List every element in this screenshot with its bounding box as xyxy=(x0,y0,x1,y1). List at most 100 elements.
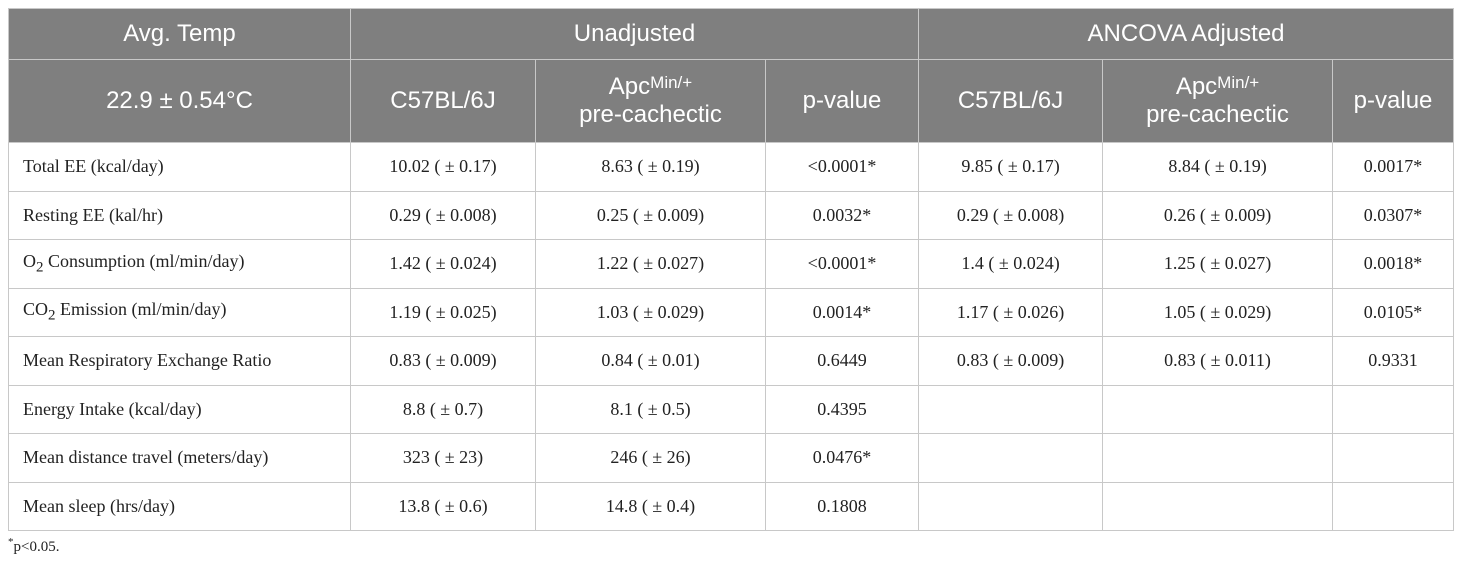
table-cell: 0.0032* xyxy=(764,190,920,240)
empty-cell xyxy=(918,481,1104,531)
table-cell: 246 ( ± 26) xyxy=(535,433,766,483)
table-row: Resting EE (kal/hr) 0.29 ( ± 0.008) 0.25 (… xyxy=(8,190,1455,240)
header-cell: C57BL/6J xyxy=(918,59,1104,143)
footnote-text: p<0.05. xyxy=(13,539,60,555)
empty-cell xyxy=(918,433,1104,483)
row-label: Mean sleep (hrs/day) xyxy=(8,481,351,531)
empty-cell xyxy=(1332,481,1455,531)
table-cell: 1.03 ( ± 0.029) xyxy=(535,287,766,337)
header-text: Apc xyxy=(1175,73,1218,100)
label-text: Consumption (ml/min/day) xyxy=(43,250,245,271)
table-cell: 0.0105* xyxy=(1332,287,1455,337)
header-text: C57BL/6J xyxy=(957,87,1064,114)
label-text: CO xyxy=(23,299,49,320)
table-cell: 1.19 ( ± 0.025) xyxy=(350,287,536,337)
footnote-mark: * xyxy=(8,536,14,548)
row-label: Resting EE (kal/hr) xyxy=(8,190,351,240)
table-row: O2 Consumption (ml/min/day) 1.42 ( ± 0.02… xyxy=(8,239,1455,289)
header-row: 22.9 ± 0.54°C C57BL/6J ApcMin/+ pre-cachec… xyxy=(8,59,1455,143)
table-cell: 0.83 ( ± 0.011) xyxy=(1102,336,1334,386)
table-row: Total EE (kcal/day) 10.02 ( ± 0.17) 8.63 (… xyxy=(8,142,1455,192)
header-cell: Avg. Temp xyxy=(8,8,351,60)
row-label: CO2 Emission (ml/min/day) xyxy=(8,287,351,337)
table-cell: 8.63 ( ± 0.19) xyxy=(535,142,766,192)
row-label: O2 Consumption (ml/min/day) xyxy=(8,239,351,289)
table-cell: 8.84 ( ± 0.19) xyxy=(1102,142,1334,192)
header-superscript: Min/+ xyxy=(1217,73,1260,92)
label-text: Resting EE (kal/hr) xyxy=(23,204,163,225)
table-cell: 0.83 ( ± 0.009) xyxy=(918,336,1104,386)
header-cell: Unadjusted xyxy=(349,8,920,60)
label-text: Mean sleep (hrs/day) xyxy=(23,495,175,516)
header-text: pre-cachectic xyxy=(1146,101,1289,128)
label-subscript: 2 xyxy=(48,308,56,325)
data-table: Avg. Temp Unadjusted ANCOVA Adjusted 22.… xyxy=(8,8,1455,531)
table-cell: 1.22 ( ± 0.027) xyxy=(535,239,766,289)
table-cell: 0.1808 xyxy=(764,481,920,531)
empty-cell xyxy=(1102,481,1334,531)
empty-cell xyxy=(918,384,1104,434)
table-cell: 14.8 ( ± 0.4) xyxy=(535,481,766,531)
table-cell: 323 ( ± 23) xyxy=(350,433,536,483)
header-cell: C57BL/6J xyxy=(350,59,536,143)
header-superscript: Min/+ xyxy=(650,73,693,92)
table-cell: 0.29 ( ± 0.008) xyxy=(918,190,1104,240)
label-text: Mean Respiratory Exchange Ratio xyxy=(23,350,272,371)
header-text: Apc xyxy=(608,73,651,100)
header-text: C57BL/6J xyxy=(390,87,496,114)
table-cell: 0.4395 xyxy=(764,384,920,434)
table-cell: 1.05 ( ± 0.029) xyxy=(1102,287,1334,337)
header-cell: ApcMin/+ pre-cachectic xyxy=(1102,59,1334,143)
row-label: Mean distance travel (meters/day) xyxy=(8,433,351,483)
table-cell: 0.25 ( ± 0.009) xyxy=(535,190,766,240)
table-cell: 0.9331 xyxy=(1332,336,1455,386)
table-cell: 0.0017* xyxy=(1332,142,1455,192)
table-cell: 1.42 ( ± 0.024) xyxy=(350,239,536,289)
table-cell: 1.4 ( ± 0.024) xyxy=(918,239,1104,289)
table-cell: 9.85 ( ± 0.17) xyxy=(918,142,1104,192)
table-row: Energy Intake (kcal/day) 8.8 ( ± 0.7) 8.1 … xyxy=(8,384,1455,434)
table-cell: 0.84 ( ± 0.01) xyxy=(535,336,766,386)
empty-cell xyxy=(1332,433,1455,483)
label-subscript: 2 xyxy=(36,259,44,276)
empty-cell xyxy=(1102,384,1334,434)
row-label: Energy Intake (kcal/day) xyxy=(8,384,351,434)
header-cell: p-value xyxy=(1332,59,1455,143)
row-label: Mean Respiratory Exchange Ratio xyxy=(8,336,351,386)
row-label: Total EE (kcal/day) xyxy=(8,142,351,192)
empty-cell xyxy=(1102,433,1334,483)
table-cell: <0.0001* xyxy=(764,239,920,289)
label-text: Emission (ml/min/day) xyxy=(55,299,227,320)
label-text: O xyxy=(23,250,36,271)
table-row: Mean sleep (hrs/day) 13.8 ( ± 0.6) 14.8 ( … xyxy=(8,481,1455,531)
table-cell: 1.17 ( ± 0.026) xyxy=(918,287,1104,337)
table-body: Total EE (kcal/day) 10.02 ( ± 0.17) 8.63 (… xyxy=(8,142,1455,531)
table-cell: 0.0014* xyxy=(764,287,920,337)
table-cell: 10.02 ( ± 0.17) xyxy=(350,142,536,192)
header-cell: 22.9 ± 0.54°C xyxy=(8,59,351,143)
table-cell: 0.29 ( ± 0.008) xyxy=(350,190,536,240)
table-cell: 0.6449 xyxy=(764,336,920,386)
table-cell: 0.0307* xyxy=(1332,190,1455,240)
table-row: Mean Respiratory Exchange Ratio 0.83 ( ± … xyxy=(8,336,1455,386)
header-row: Avg. Temp Unadjusted ANCOVA Adjusted xyxy=(8,8,1455,60)
table-cell: <0.0001* xyxy=(764,142,920,192)
table-row: CO2 Emission (ml/min/day) 1.19 ( ± 0.025)… xyxy=(8,287,1455,337)
label-text: Total EE (kcal/day) xyxy=(23,156,164,177)
table-cell: 0.0476* xyxy=(764,433,920,483)
header-text: p-value xyxy=(802,87,882,114)
header-cell: ApcMin/+ pre-cachectic xyxy=(535,59,766,143)
label-text: Energy Intake (kcal/day) xyxy=(23,398,202,419)
table-header: Avg. Temp Unadjusted ANCOVA Adjusted 22.… xyxy=(8,8,1455,143)
header-cell: p-value xyxy=(764,59,920,143)
footnote: *p<0.05. xyxy=(8,536,59,556)
empty-cell xyxy=(1332,384,1455,434)
table-cell: 0.83 ( ± 0.009) xyxy=(350,336,536,386)
header-text: p-value xyxy=(1353,87,1433,114)
table-cell: 13.8 ( ± 0.6) xyxy=(350,481,536,531)
table-cell: 8.1 ( ± 0.5) xyxy=(535,384,766,434)
header-text: pre-cachectic xyxy=(579,101,722,128)
table-cell: 8.8 ( ± 0.7) xyxy=(350,384,536,434)
label-text: Mean distance travel (meters/day) xyxy=(23,447,269,468)
table-cell: 1.25 ( ± 0.027) xyxy=(1102,239,1334,289)
